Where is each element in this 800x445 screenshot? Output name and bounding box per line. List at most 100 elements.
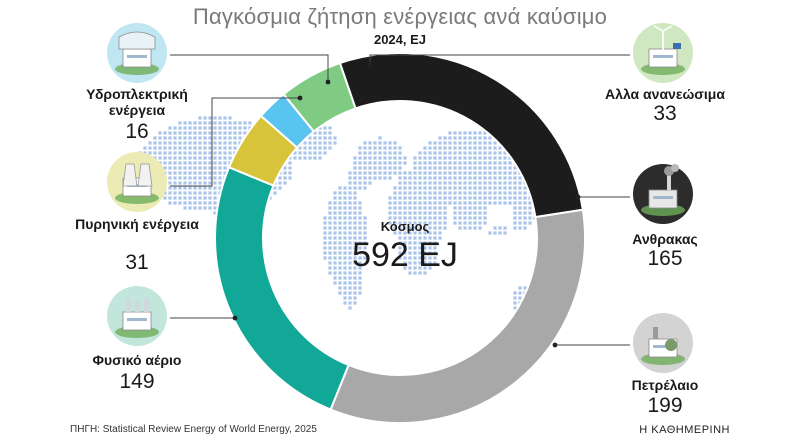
map-dot — [473, 191, 477, 195]
map-dot — [178, 121, 182, 125]
map-dot — [328, 256, 332, 260]
map-dot — [518, 181, 522, 185]
map-dot — [403, 206, 407, 210]
map-dot — [423, 271, 427, 275]
map-dot — [448, 136, 452, 140]
map-dot — [353, 166, 357, 170]
map-dot — [458, 171, 462, 175]
map-dot — [473, 201, 477, 205]
map-dot — [498, 156, 502, 160]
map-dot — [193, 141, 197, 145]
map-dot — [183, 151, 187, 155]
map-dot — [403, 266, 407, 270]
map-dot — [178, 126, 182, 130]
map-dot — [208, 146, 212, 150]
map-dot — [193, 161, 197, 165]
map-dot — [443, 151, 447, 155]
map-dot — [413, 211, 417, 215]
map-dot — [363, 246, 367, 250]
map-dot — [403, 186, 407, 190]
map-dot — [413, 236, 417, 240]
map-dot — [358, 146, 362, 150]
map-dot — [488, 136, 492, 140]
map-dot — [168, 151, 172, 155]
map-dot — [353, 246, 357, 250]
map-dot — [518, 286, 522, 290]
map-dot — [338, 231, 342, 235]
map-dot — [218, 146, 222, 150]
map-dot — [413, 156, 417, 160]
map-dot — [478, 156, 482, 160]
map-dot — [203, 206, 207, 210]
map-dot — [488, 181, 492, 185]
map-dot — [173, 191, 177, 195]
map-dot — [233, 131, 237, 135]
map-dot — [488, 146, 492, 150]
map-dot — [343, 276, 347, 280]
map-dot — [403, 231, 407, 235]
map-dot — [358, 166, 362, 170]
map-dot — [403, 221, 407, 225]
map-dot — [448, 156, 452, 160]
map-dot — [213, 161, 217, 165]
map-dot — [473, 226, 477, 230]
map-dot — [448, 166, 452, 170]
map-dot — [218, 151, 222, 155]
map-dot — [398, 181, 402, 185]
label-hydro: Υδροπλεκτρική ενέργεια — [86, 86, 188, 118]
map-dot — [478, 211, 482, 215]
map-dot — [523, 191, 527, 195]
map-dot — [383, 146, 387, 150]
map-dot — [343, 216, 347, 220]
map-dot — [348, 181, 352, 185]
map-dot — [433, 241, 437, 245]
map-dot — [433, 201, 437, 205]
map-dot — [343, 221, 347, 225]
map-dot — [353, 206, 357, 210]
map-dot — [423, 191, 427, 195]
map-dot — [353, 196, 357, 200]
map-dot — [398, 201, 402, 205]
map-dot — [453, 196, 457, 200]
map-dot — [163, 141, 167, 145]
map-dot — [458, 216, 462, 220]
map-dot — [183, 156, 187, 160]
map-dot — [483, 131, 487, 135]
map-dot — [308, 141, 312, 145]
map-dot — [478, 136, 482, 140]
map-dot — [343, 226, 347, 230]
map-dot — [443, 176, 447, 180]
map-dot — [468, 141, 472, 145]
map-dot — [348, 201, 352, 205]
map-dot — [443, 216, 447, 220]
map-dot — [433, 206, 437, 210]
map-dot — [333, 241, 337, 245]
map-dot — [348, 281, 352, 285]
map-dot — [413, 186, 417, 190]
map-dot — [158, 131, 162, 135]
map-dot — [313, 131, 317, 135]
map-dot — [393, 146, 397, 150]
map-dot — [168, 171, 172, 175]
map-dot — [433, 256, 437, 260]
map-dot — [358, 181, 362, 185]
map-dot — [333, 221, 337, 225]
map-dot — [393, 186, 397, 190]
map-dot — [408, 171, 412, 175]
map-dot — [248, 121, 252, 125]
map-dot — [403, 196, 407, 200]
map-dot — [198, 156, 202, 160]
map-dot — [343, 261, 347, 265]
map-dot — [528, 201, 532, 205]
map-dot — [428, 191, 432, 195]
map-dot — [208, 151, 212, 155]
map-dot — [473, 136, 477, 140]
map-dot — [483, 191, 487, 195]
map-dot — [398, 206, 402, 210]
leader-dot-coal — [575, 194, 581, 200]
map-dot — [433, 251, 437, 255]
map-dot — [443, 221, 447, 225]
map-dot — [503, 186, 507, 190]
map-dot — [443, 226, 447, 230]
